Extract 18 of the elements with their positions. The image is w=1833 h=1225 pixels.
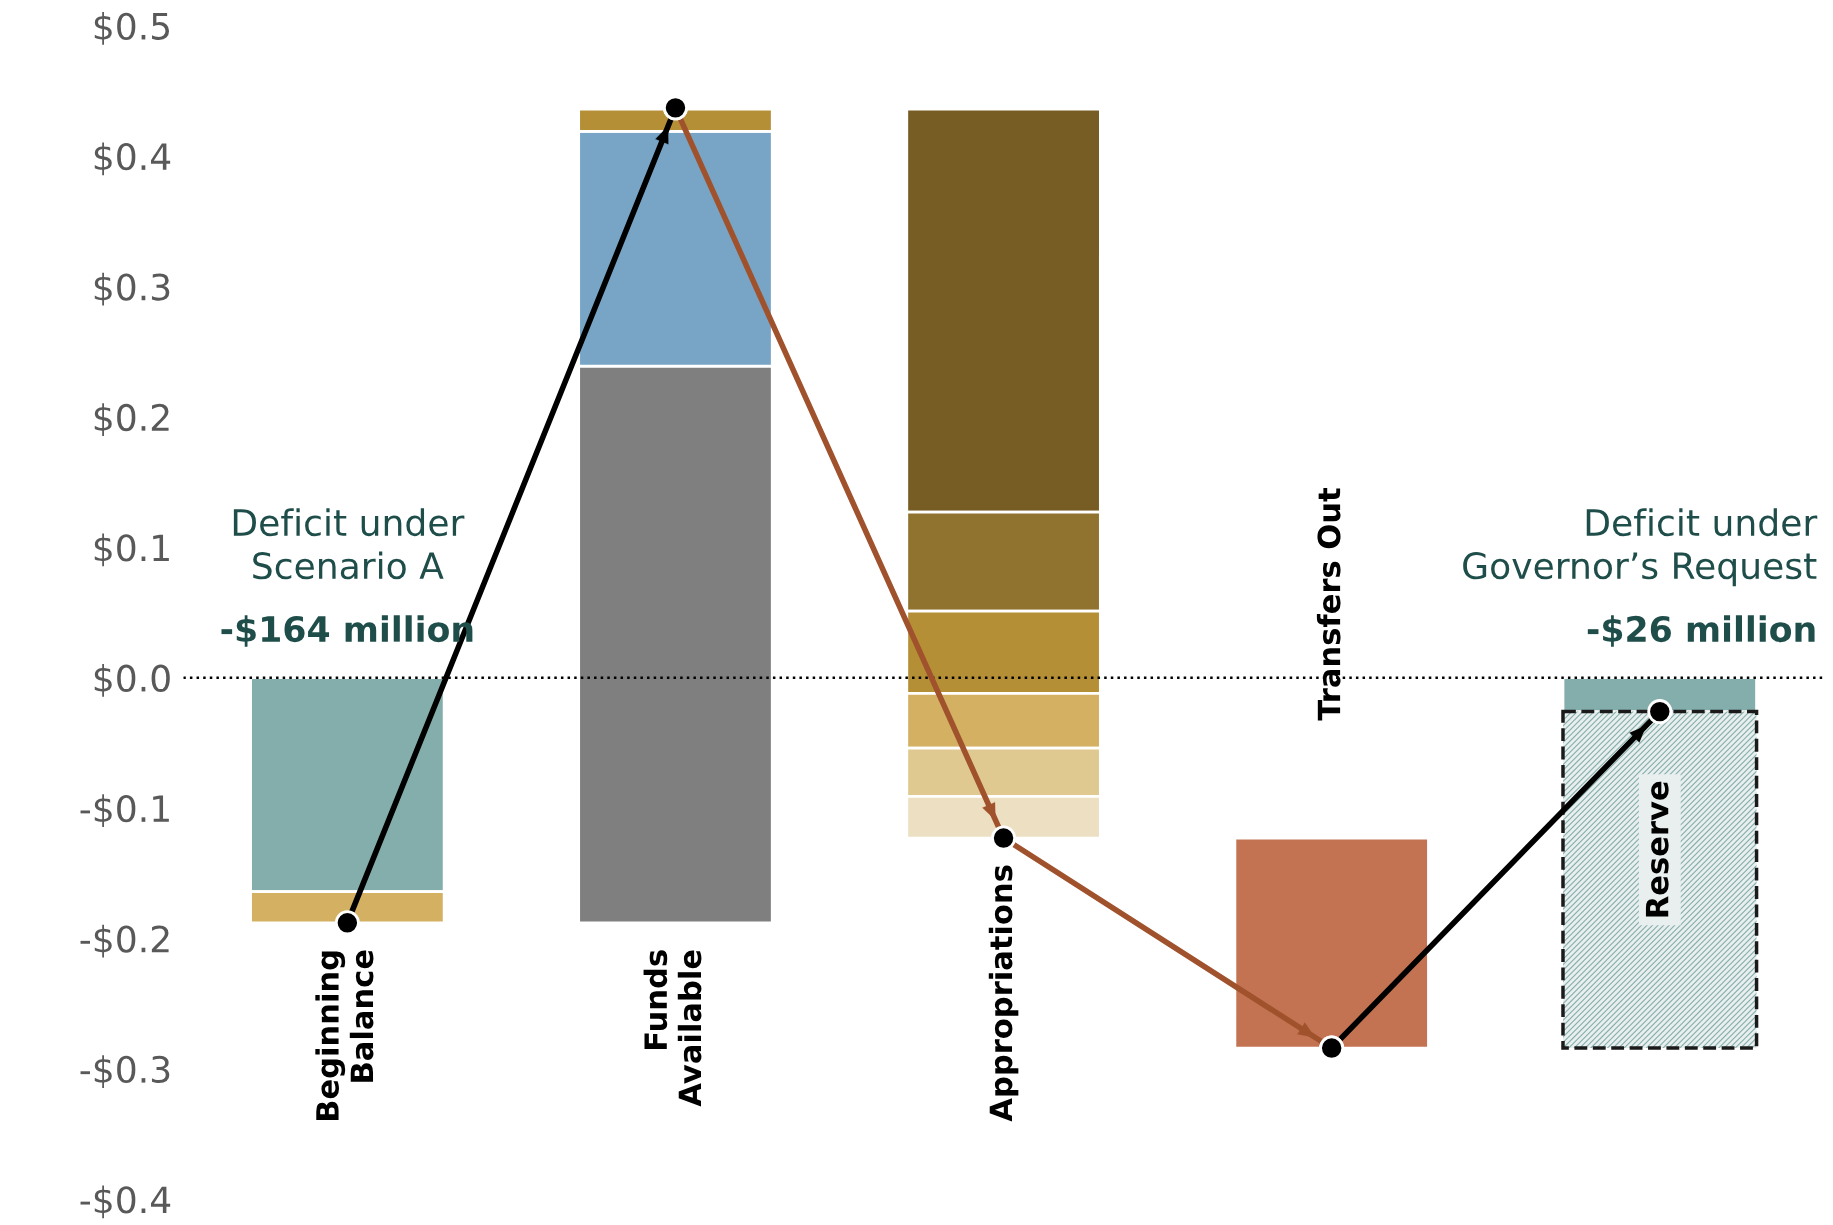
x-tick-label: Reserve [1645,781,1669,917]
y-tick-label: $0.4 [94,142,171,176]
annotation: -$26 million [1587,615,1815,647]
y-tick-label: $0.0 [94,663,170,697]
y-tick-label: $0.5 [94,12,170,45]
x-tick-label: Beginning Balance [315,950,374,1121]
x-tick-label: Funds Available [643,950,702,1107]
y-tick-label: $0.2 [94,403,169,436]
y-tick-label: $0.1 [94,533,169,567]
y-tick-label: -$0.1 [80,794,169,828]
y-tick-label: -$0.4 [80,1185,171,1219]
x-tick-label: Transfers Out [1316,488,1341,721]
annotation: Deficit under Governor’s Request [1463,508,1818,587]
y-tick-label: -$0.3 [80,1055,170,1088]
y-tick-label: $0.3 [94,272,170,306]
x-tick-label: Appropriations [988,865,1019,1122]
annotation: Deficit under Scenario A [233,508,465,580]
y-tick-label: -$0.2 [80,924,169,958]
